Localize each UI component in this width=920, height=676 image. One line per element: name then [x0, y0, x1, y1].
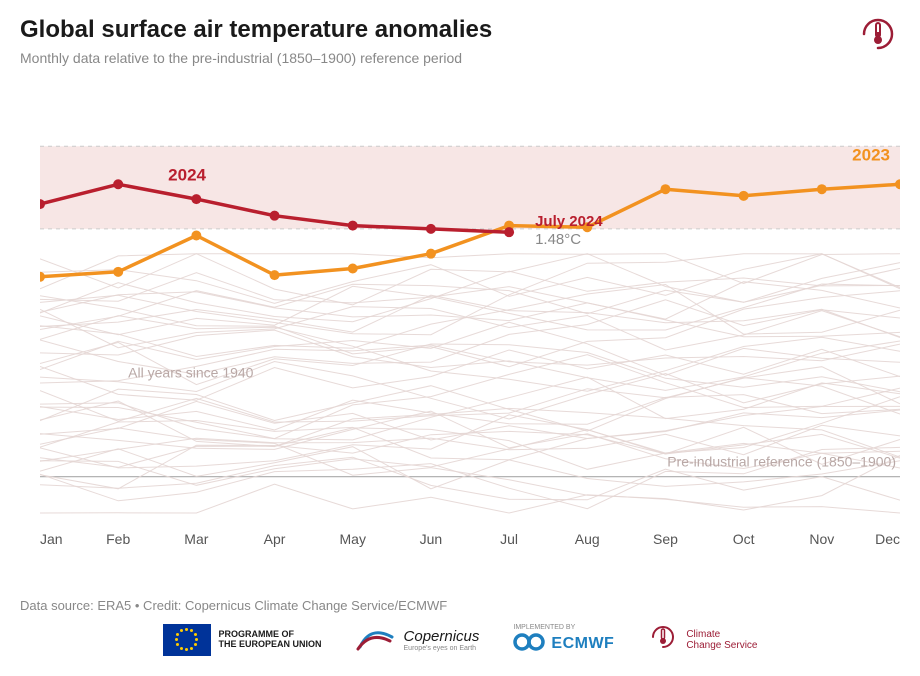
ecmwf-logo: IMPLEMENTED BY ECMWF — [513, 624, 614, 656]
svg-text:Oct: Oct — [733, 531, 755, 547]
ecmwf-name: ECMWF — [551, 635, 614, 653]
svg-text:Sep: Sep — [653, 531, 678, 547]
ccs-line1: Climate — [686, 629, 757, 640]
credit-text: Data source: ERA5 • Credit: Copernicus C… — [20, 598, 447, 613]
svg-text:Jul: Jul — [500, 531, 518, 547]
copernicus-name: Copernicus — [404, 628, 480, 645]
thermometer-icon — [858, 14, 898, 59]
svg-text:2023: 2023 — [852, 145, 890, 164]
eu-logo-line2: THE EUROPEAN UNION — [219, 640, 322, 650]
eu-logo: PROGRAMME OF THE EUROPEAN UNION — [163, 624, 322, 656]
ccs-line2: Change Service — [686, 640, 757, 651]
chart-title: Global surface air temperature anomalies — [20, 16, 900, 44]
svg-text:May: May — [340, 531, 366, 547]
svg-text:Apr: Apr — [264, 531, 286, 547]
svg-text:2024: 2024 — [168, 165, 206, 184]
svg-text:Feb: Feb — [106, 531, 130, 547]
svg-text:1.48°C: 1.48°C — [535, 231, 581, 248]
svg-text:All years since 1940: All years since 1940 — [128, 365, 254, 381]
svg-text:Nov: Nov — [809, 531, 834, 547]
copernicus-icon — [356, 627, 396, 653]
svg-text:Jan: Jan — [40, 531, 63, 547]
svg-text:Jun: Jun — [420, 531, 443, 547]
eu-flag-icon — [163, 624, 211, 656]
svg-text:Aug: Aug — [575, 531, 600, 547]
copernicus-logo: Copernicus Europe's eyes on Earth — [356, 627, 480, 653]
ccs-logo: Climate Change Service — [648, 622, 757, 657]
svg-text:Mar: Mar — [184, 531, 208, 547]
svg-text:Pre-industrial reference (1850: Pre-industrial reference (1850–1900) — [667, 454, 896, 470]
ccs-icon — [648, 622, 678, 657]
svg-text:July 2024: July 2024 — [535, 213, 603, 230]
svg-text:Dec: Dec — [875, 531, 900, 547]
copernicus-tag: Europe's eyes on Earth — [404, 645, 480, 652]
ecmwf-icon — [513, 633, 547, 656]
chart-header: Global surface air temperature anomalies… — [0, 0, 920, 66]
chart-subtitle: Monthly data relative to the pre-industr… — [20, 50, 900, 66]
ecmwf-tag: IMPLEMENTED BY — [513, 624, 575, 631]
line-chart: All years since 1940 Pre-industrial refer… — [40, 118, 900, 564]
logo-row: PROGRAMME OF THE EUROPEAN UNION Copernic… — [0, 622, 920, 657]
